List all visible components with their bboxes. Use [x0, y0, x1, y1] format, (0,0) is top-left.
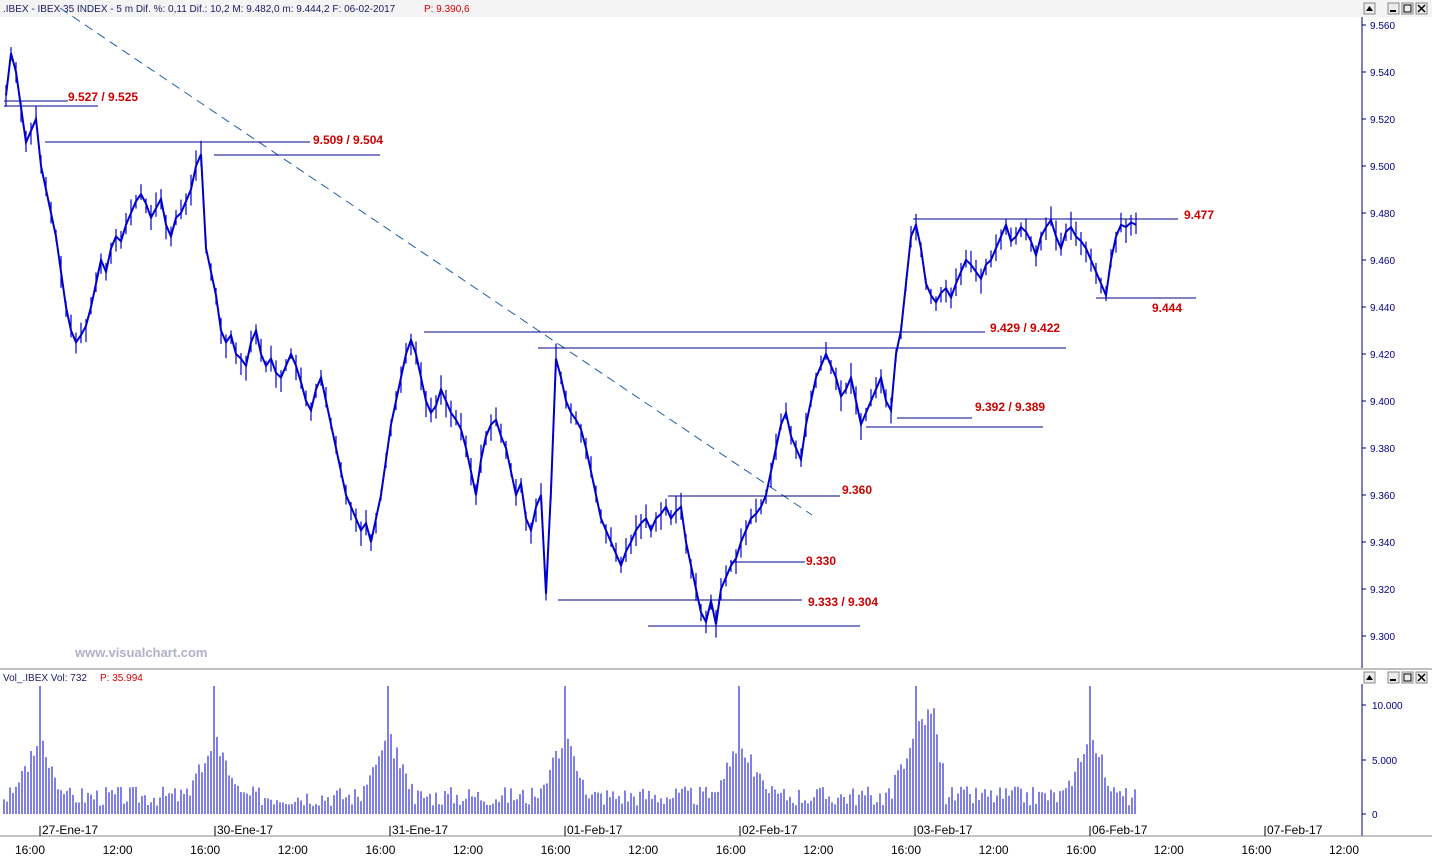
y-tick-label: 9.480	[1370, 209, 1395, 220]
vol-minimize-icon[interactable]	[1387, 671, 1400, 684]
time-label: 12:00	[103, 843, 133, 857]
level-label-9509: 9.509 / 9.504	[313, 133, 383, 147]
y-tick-label: 9.500	[1370, 162, 1395, 173]
level-lines	[4, 100, 1196, 627]
time-label: 16:00	[15, 843, 45, 857]
time-label: 16:00	[1241, 843, 1271, 857]
y-tick-label: 9.400	[1370, 397, 1395, 408]
chart-header-text: .IBEX - IBEX 35 INDEX - 5 m Dif. %: 0,11…	[3, 4, 396, 15]
y-tick-label: 9.360	[1370, 491, 1395, 502]
time-label: 12:00	[1154, 843, 1184, 857]
level-label-9360: 9.360	[842, 483, 872, 497]
level-label-9444: 9.444	[1152, 301, 1182, 315]
level-label-9330: 9.330	[806, 554, 836, 568]
level-label-9392: 9.392 / 9.389	[975, 400, 1045, 414]
volume-header-text: Vol_.IBEX Vol: 732	[3, 673, 87, 684]
level-label-9429: 9.429 / 9.422	[990, 321, 1060, 335]
y-tick-label: 9.320	[1370, 585, 1395, 596]
volume-tick-label: 0	[1372, 810, 1378, 821]
volume-panel: Vol_.IBEX Vol: 732 P: 35.994 10.000 5.000…	[3, 673, 1403, 836]
time-label: 16:00	[891, 843, 921, 857]
time-label: 12:00	[453, 843, 483, 857]
date-label: 30-Ene-17	[217, 823, 273, 837]
date-labels: 27-Ene-17 30-Ene-17 31-Ene-17 01-Feb-17 02-F…	[39, 823, 1323, 837]
vol-up-arrow-icon[interactable]	[1363, 671, 1376, 684]
y-tick-label: 9.340	[1370, 538, 1395, 549]
y-tick-label: 9.540	[1370, 68, 1395, 79]
time-label: 12:00	[628, 843, 658, 857]
price-panel: .IBEX - IBEX 35 INDEX - 5 m Dif. %: 0,11…	[0, 0, 1432, 17]
maximize-icon[interactable]	[1401, 2, 1414, 15]
y-tick-label: 9.440	[1370, 303, 1395, 314]
time-label: 16:00	[365, 843, 395, 857]
y-tick-label: 9.420	[1370, 350, 1395, 361]
level-labels: 9.527 / 9.525 9.509 / 9.504 9.477 9.444 …	[68, 90, 1214, 609]
time-label: 12:00	[278, 843, 308, 857]
date-label: 01-Feb-17	[567, 823, 623, 837]
y-tick-label: 9.300	[1370, 632, 1395, 643]
date-label: 03-Feb-17	[917, 823, 973, 837]
time-label: 12:00	[1329, 843, 1359, 857]
y-tick-label: 9.520	[1370, 115, 1395, 126]
time-label: 16:00	[190, 843, 220, 857]
volume-tick-label: 10.000	[1372, 701, 1403, 712]
chart-header-price: P: 9.390,6	[424, 4, 470, 15]
panel-separator	[0, 668, 1432, 670]
level-label-9315: 9.333 / 9.304	[808, 595, 878, 609]
time-label: 12:00	[979, 843, 1009, 857]
volume-y-axis: 10.000 5.000 0	[1362, 701, 1403, 821]
price-y-axis: 9.560 9.540 9.520 9.500 9.480 9.460 9.440 9.420…	[1362, 21, 1395, 643]
time-label: 12:00	[803, 843, 833, 857]
level-label-9477: 9.477	[1184, 208, 1214, 222]
vol-close-icon[interactable]	[1415, 671, 1428, 684]
vol-maximize-icon[interactable]	[1401, 671, 1414, 684]
volume-tick-label: 5.000	[1372, 756, 1397, 767]
window-controls	[1363, 2, 1428, 684]
volume-header-value: P: 35.994	[100, 673, 143, 684]
time-label: 16:00	[541, 843, 571, 857]
minimize-icon[interactable]	[1387, 2, 1400, 15]
chart-header-bar	[0, 0, 1432, 17]
up-arrow-icon[interactable]	[1363, 2, 1376, 15]
time-label: 16:00	[716, 843, 746, 857]
level-label-9527: 9.527 / 9.525	[68, 90, 138, 104]
date-label: 31-Ene-17	[392, 823, 448, 837]
date-label: 07-Feb-17	[1267, 823, 1323, 837]
volume-bars	[3, 686, 1136, 814]
date-label: 27-Ene-17	[42, 823, 98, 837]
y-tick-label: 9.380	[1370, 444, 1395, 455]
time-labels: 16:00 12:00 16:00 12:00 16:00 12:00 16:00 12:00…	[15, 843, 1359, 857]
date-label: 06-Feb-17	[1092, 823, 1148, 837]
time-label: 16:00	[1066, 843, 1096, 857]
close-icon[interactable]	[1415, 2, 1428, 15]
y-tick-label: 9.460	[1370, 256, 1395, 267]
date-label: 02-Feb-17	[742, 823, 798, 837]
y-tick-label: 9.560	[1370, 21, 1395, 32]
trend-line	[59, 7, 813, 516]
price-series	[5, 47, 1137, 638]
watermark: www.visualchart.com	[74, 645, 207, 660]
